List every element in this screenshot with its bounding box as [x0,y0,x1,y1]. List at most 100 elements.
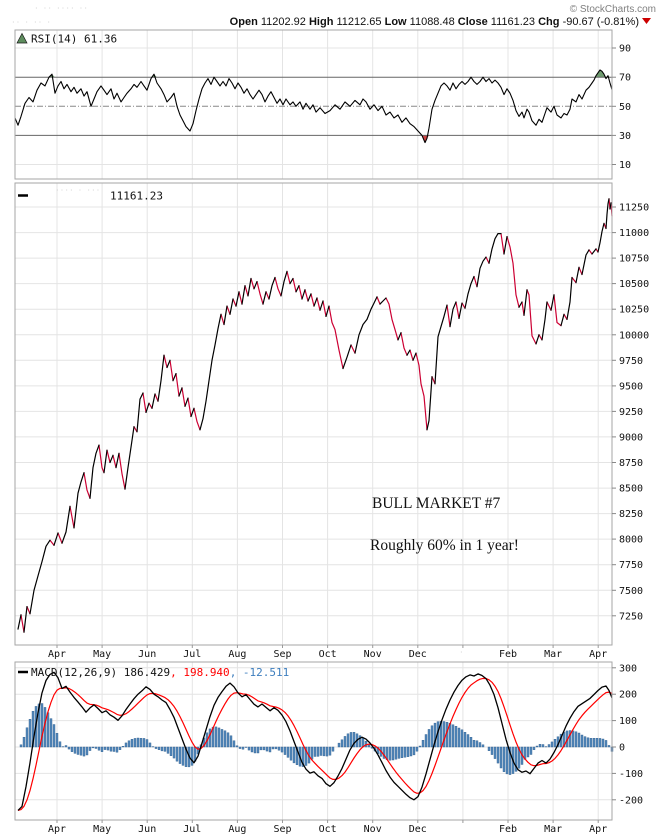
histogram-bar [91,746,95,749]
histogram-bar [79,746,83,756]
histogram-bar [229,735,233,748]
y-axis-label: 7500 [619,586,643,597]
histogram-bar [40,703,44,748]
histogram-bar [169,746,173,757]
y-axis-label: 9500 [619,381,643,392]
histogram-bar [28,719,32,748]
histogram-bar [328,746,332,756]
histogram-bar [190,746,194,766]
histogram-bar [469,737,473,748]
histogram-bar [538,744,542,748]
price-line-down-segments [20,198,613,633]
histogram-bar [319,746,323,756]
month-label: Nov [364,824,382,835]
macd-panel: 300 200 100 0 -100 -200 [14,661,643,823]
y-axis-label: 11250 [619,203,649,214]
histogram-bar [532,746,536,750]
erased-text-remnant: ·· · ·· · [12,18,52,27]
month-label: Mar [544,824,562,835]
histogram-bar [271,746,275,750]
month-label: Oct [319,649,337,660]
histogram-bar [127,740,131,748]
histogram-bar [421,740,425,748]
month-label: Jul [183,824,201,835]
y-axis-label: 8750 [619,458,643,469]
histogram-bar [463,732,467,748]
histogram-bar [508,746,512,775]
histogram-bar [94,746,98,749]
histogram-bar [49,718,53,748]
histogram-bar [352,732,356,748]
y-axis-label: 90 [619,44,631,55]
histogram-bar [106,746,110,751]
histogram-bar [175,746,179,762]
histogram-bar [457,727,461,748]
histogram-bar [289,746,293,761]
chart-overlay: · ·· ···· ·· ·· · ·· · © StockCharts.com… [12,4,656,679]
histogram-bar [181,746,185,766]
histogram-bar [166,746,170,754]
histogram-bar [103,746,107,750]
macd-signal-value: , 198.940 [170,666,230,679]
histogram-bar [568,730,572,748]
macd-legend-label: MACD(12,26,9) 186.429, 198.940, -12.511 [31,666,289,679]
histogram-bar [142,738,146,748]
erased-month-label-remnant: · [460,648,465,657]
histogram-bar [262,746,266,751]
quote-field-label: Low [385,16,410,28]
quote-field-label: Close [458,16,491,28]
histogram-bar [580,734,584,748]
histogram-bar [343,736,347,748]
month-label: Apr [48,649,66,660]
histogram-bar [136,737,140,748]
histogram-bar [478,742,482,748]
histogram-bar [382,746,386,759]
histogram-bar [235,745,239,748]
histogram-bar [550,741,554,748]
month-label: Apr [589,824,607,835]
histogram-bar [217,727,221,748]
y-axis-label: -100 [619,769,643,780]
y-axis-label: 8000 [619,535,643,546]
histogram-bar [133,738,137,748]
histogram-bar [406,746,410,757]
y-axis-label: 100 [619,716,637,727]
month-label: May [93,824,111,835]
month-label: Apr [589,649,607,660]
histogram-bar [553,739,557,748]
histogram-bar [514,746,518,772]
month-label: Dec [409,649,427,660]
histogram-bar [226,732,230,748]
histogram-bar [493,746,497,759]
histogram-bar [256,746,260,754]
y-axis-label: 9750 [619,356,643,367]
histogram-bar [592,738,596,748]
histogram-bar [586,737,590,748]
histogram-bar [301,746,305,767]
histogram-bar [67,746,71,750]
quote-field-value: 11161.23 [491,16,538,28]
rsi-panel: 90 70 50 30 10 [14,29,631,180]
histogram-bar [466,734,470,748]
histogram-bar [112,746,116,752]
price-last-value: 11161.23 [110,190,163,203]
histogram-bar [280,746,284,753]
month-label: Aug [228,649,246,660]
histogram-bar [73,746,77,754]
month-label: Aug [228,824,246,835]
histogram-bar [496,746,500,764]
histogram-bar [238,746,242,749]
y-axis-label: 300 [619,663,637,674]
y-axis-label: 30 [619,131,631,142]
histogram-bar [391,746,395,761]
histogram-bar [295,746,299,765]
y-axis-label: 50 [619,102,631,113]
histogram-bar [367,744,371,748]
y-axis-label: 10 [619,160,631,171]
quote-field-label: High [309,16,337,28]
histogram-bar [55,733,59,748]
histogram-bar [121,746,125,748]
histogram-bar [340,739,344,748]
rsi-line [14,69,613,144]
